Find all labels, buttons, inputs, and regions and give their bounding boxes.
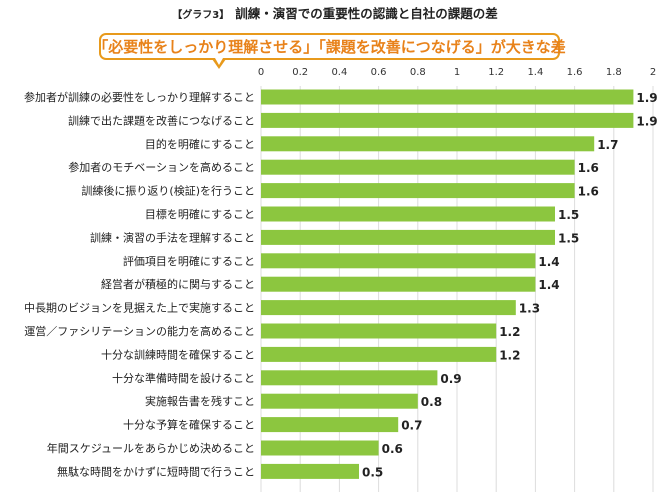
x-tick-label: 1.4: [527, 67, 543, 78]
value-label: 1.3: [519, 302, 540, 316]
x-tick-label: 1.6: [567, 67, 583, 78]
value-label: 1.4: [538, 255, 559, 269]
value-label: 1.2: [499, 325, 520, 339]
x-tick-label: 2: [650, 67, 656, 78]
bar: [261, 229, 555, 245]
value-label: 1.7: [597, 138, 618, 152]
bar: [261, 183, 575, 199]
bar: [261, 417, 399, 433]
graph-tag: 【グラフ3】: [172, 10, 230, 21]
callout-text: 「必要性をしっかり理解させる」「課題を改善につなげる」が大きな差: [93, 38, 566, 56]
bar: [261, 463, 359, 479]
category-label: 評価項目を明確にすること: [123, 254, 255, 268]
category-label: 目的を明確にすること: [145, 137, 255, 151]
value-label: 0.9: [440, 372, 461, 386]
x-axis-ticks: 0 0.2 0.4 0.6 0.8 1 1.2 1.4 1.6 1.8 2: [258, 67, 656, 78]
category-label: 訓練・演習の手法を理解すること: [90, 230, 255, 244]
bar: [261, 370, 438, 386]
category-label: 運営／ファシリテーションの能力を高めること: [24, 324, 255, 338]
category-label: 無駄な時間をかけずに短時間で行うこと: [57, 464, 255, 478]
value-label: 1.4: [538, 278, 559, 292]
category-label: 十分な予算を確保すること: [123, 418, 255, 432]
value-label: 1.5: [558, 231, 579, 245]
category-label: 訓練で出た課題を改善につなげること: [68, 113, 255, 127]
callout-box: 「必要性をしっかり理解させる」「課題を改善につなげる」が大きな差: [93, 33, 566, 60]
bar: [261, 393, 418, 409]
value-label: 1.9: [636, 91, 657, 105]
x-tick-label: 0.4: [331, 67, 347, 78]
bar: [261, 159, 575, 175]
x-tick-label: 1: [454, 67, 460, 78]
category-label: 参加者のモチベーションを高めること: [68, 160, 255, 174]
bar: [261, 136, 595, 152]
bar: [261, 323, 497, 339]
value-labels: 1.9 1.9 1.7 1.6 1.6 1.5 1.5 1.4 1.4 1.3 1.2 1.2 0.9 0…: [362, 91, 658, 479]
chart-title: 【グラフ3】 訓練・演習での重要性の認識と自社の課題の差: [0, 3, 670, 22]
value-label: 1.5: [558, 208, 579, 222]
category-label: 訓練後に振り返り(検証)を行うこと: [81, 184, 255, 198]
x-tick-label: 0.6: [371, 67, 387, 78]
bars: [261, 89, 634, 479]
value-label: 1.6: [578, 185, 599, 199]
x-tick-label: 0: [258, 67, 264, 78]
value-label: 0.7: [401, 419, 422, 433]
category-label: 実施報告書を残すこと: [145, 394, 255, 408]
value-label: 0.6: [382, 442, 403, 456]
value-label: 0.8: [421, 395, 442, 409]
bar: [261, 300, 516, 316]
value-label: 1.2: [499, 348, 520, 362]
category-label: 経営者が積極的に関与すること: [101, 277, 255, 291]
bar: [261, 89, 634, 105]
x-tick-label: 0.2: [292, 67, 308, 78]
category-label: 参加者が訓練の必要性をしっかり理解すること: [24, 90, 255, 104]
category-label: 中長期のビジョンを見据えた上で実施すること: [24, 301, 255, 315]
bar: [261, 440, 379, 456]
category-label: 年間スケジュールをあらかじめ決めること: [47, 441, 255, 455]
callout-tail-fill: [215, 58, 223, 65]
category-labels: 参加者が訓練の必要性をしっかり理解すること訓練で出た課題を改善につなげること目的…: [24, 90, 255, 478]
bar: [261, 346, 497, 362]
category-label: 十分な訓練時間を確保すること: [101, 347, 255, 361]
category-label: 目標を明確にすること: [145, 207, 255, 221]
bar: [261, 206, 555, 222]
x-tick-label: 1.2: [488, 67, 504, 78]
x-tick-label: 1.8: [606, 67, 622, 78]
bar: [261, 253, 536, 269]
value-label: 1.6: [578, 161, 599, 175]
category-label: 十分な準備時間を設けること: [112, 371, 255, 385]
value-label: 0.5: [362, 465, 383, 479]
x-tick-label: 0.8: [410, 67, 426, 78]
chart-title-text: 訓練・演習での重要性の認識と自社の課題の差: [235, 6, 498, 21]
value-label: 1.9: [636, 114, 657, 128]
bar: [261, 276, 536, 292]
bar: [261, 112, 634, 128]
